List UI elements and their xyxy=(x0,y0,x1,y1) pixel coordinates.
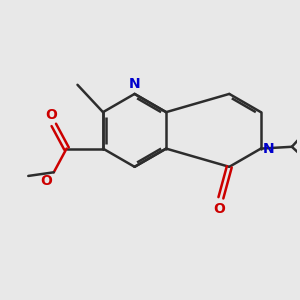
Text: O: O xyxy=(45,108,57,122)
Text: O: O xyxy=(214,202,225,216)
Text: N: N xyxy=(263,142,275,156)
Text: N: N xyxy=(129,76,140,91)
Text: O: O xyxy=(40,174,52,188)
